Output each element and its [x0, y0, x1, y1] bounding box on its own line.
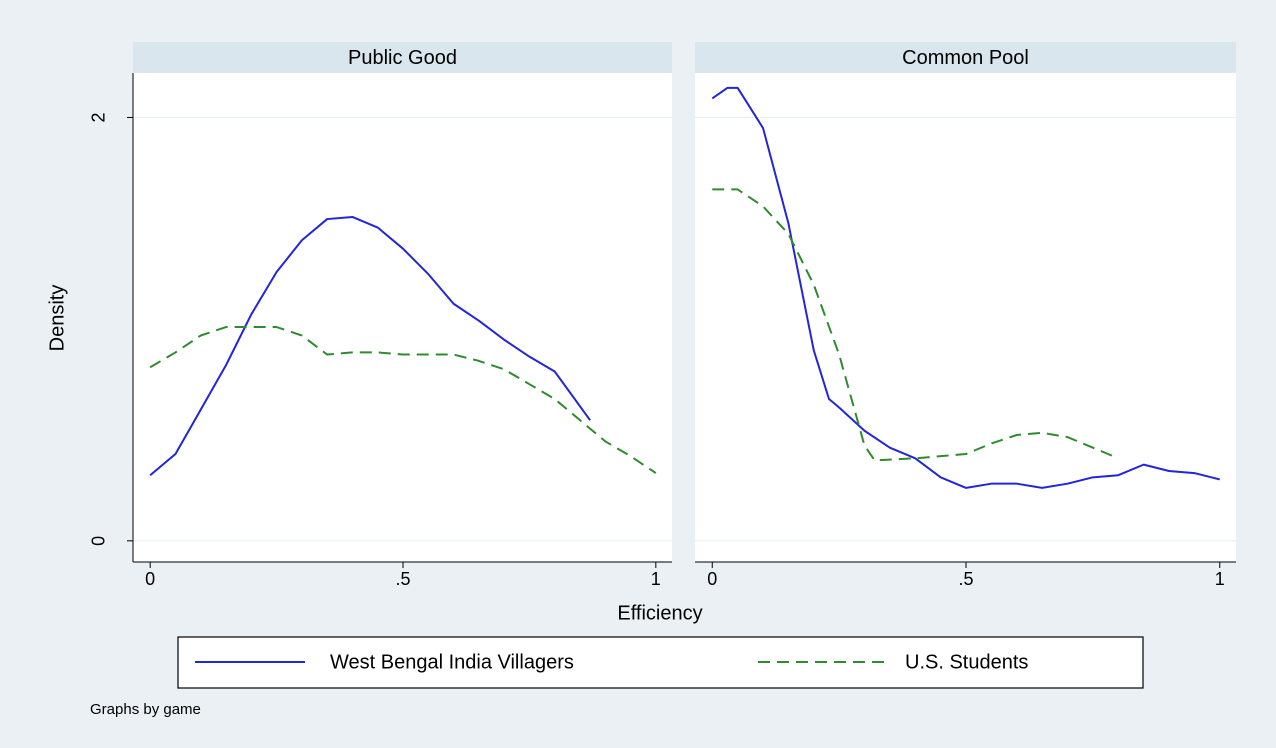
plot-area [695, 73, 1236, 562]
note: Graphs by game [90, 701, 201, 718]
strip [133, 42, 672, 73]
x-tick-label: .5 [395, 569, 410, 589]
x-tick-label: 1 [651, 569, 661, 589]
panel-title: Public Good [348, 47, 457, 69]
x-tick-label: 0 [707, 569, 717, 589]
y-tick-label: 2 [89, 112, 109, 122]
x-tick-label: 0 [145, 569, 155, 589]
legend [177, 636, 1144, 689]
y-tick-label: 0 [89, 536, 109, 546]
series-line [149, 215, 591, 476]
strip [695, 42, 1236, 73]
plot-area [133, 73, 672, 562]
series-line [711, 86, 1221, 489]
x-tick-label: 1 [1215, 569, 1225, 589]
panel-title: Common Pool [902, 47, 1029, 69]
legend-label: West Bengal India Villagers [330, 651, 574, 673]
x-axis-title: Efficiency [617, 602, 702, 624]
legend-label: U.S. Students [905, 651, 1028, 673]
x-tick-label: .5 [958, 569, 973, 589]
y-axis-title: Density [46, 285, 68, 352]
series-line [149, 326, 657, 474]
series-line [712, 188, 1119, 462]
